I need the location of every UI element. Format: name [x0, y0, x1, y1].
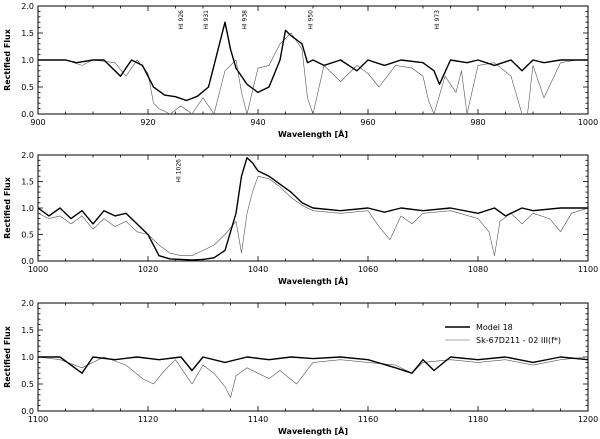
y-axis-label: Rectified Flux [3, 325, 12, 388]
series-line-model [38, 157, 588, 261]
y-tick-label: 1.0 [21, 204, 34, 213]
x-axis-label: Wavelength [Å] [278, 129, 348, 139]
y-tick-label: 2.0 [21, 151, 34, 160]
line-annotation: HI 926 [178, 10, 185, 30]
line-annotation: HI 973 [434, 10, 441, 30]
x-tick-label: 920 [140, 118, 155, 127]
line-annotation: HI 931 [203, 10, 210, 30]
x-tick-label: 1000 [578, 118, 598, 127]
x-tick-label: 1180 [468, 415, 488, 424]
x-tick-label: 1100 [578, 265, 598, 274]
y-tick-label: 1.5 [21, 178, 34, 187]
x-tick-label: 1140 [248, 415, 268, 424]
x-tick-label: 980 [470, 118, 485, 127]
panel-1: 900 920 940 960 980 1000 0.0 0.5 1.0 1.5 2.0 Wavele… [3, 2, 598, 139]
y-axis-label: Rectified Flux [3, 176, 12, 239]
x-tick-label: 1060 [358, 265, 378, 274]
y-tick-label: 1.5 [21, 326, 34, 335]
x-tick-label: 1200 [578, 415, 598, 424]
y-tick-label: 2.0 [21, 2, 34, 11]
legend-label-observed: Sk-67D211 - 02 III(f*) [476, 336, 561, 345]
line-annotation: HI 938 [241, 10, 248, 30]
panel-2: 1000 1020 1040 1060 1080 1100 0.0 0.5 1.0 1.5 2.0 W… [3, 151, 598, 286]
line-annotation: HI 950 [307, 10, 314, 30]
y-tick-label: 0.5 [21, 380, 34, 389]
x-tick-label: 1020 [138, 265, 158, 274]
x-axis-label: Wavelength [Å] [278, 276, 348, 286]
x-axis-label: Wavelength [Å] [278, 426, 348, 436]
y-tick-label: 0.5 [21, 83, 34, 92]
y-tick-label: 0.0 [21, 257, 34, 266]
x-tick-label: 1040 [248, 265, 268, 274]
series-line-observed [38, 32, 588, 114]
x-tick-label: 1100 [28, 415, 48, 424]
x-tick-label: 1160 [358, 415, 378, 424]
y-tick-label: 0.5 [21, 231, 34, 240]
series-line-model [38, 21, 588, 102]
x-tick-label: 940 [250, 118, 265, 127]
x-tick-label: 1120 [138, 415, 158, 424]
x-tick-label: 960 [360, 118, 375, 127]
y-tick-label: 0.0 [21, 407, 34, 416]
x-tick-label: 1000 [28, 265, 48, 274]
line-annotation: HI 1026 [175, 159, 182, 183]
panels-group: 900 920 940 960 980 10000.00.51.01.52.0Wavele… [3, 2, 598, 436]
y-tick-label: 2.0 [21, 299, 34, 308]
y-axis-label: Rectified Flux [3, 28, 12, 91]
panel-3: 1100 1120 1140 1160 1180 1200 0.0 0.5 1.0 1.5 2.0 W… [3, 299, 598, 436]
series-line-observed [38, 175, 588, 256]
legend: Model 18 Sk-67D211 - 02 III(f*) [445, 323, 561, 345]
y-tick-label: 1.0 [21, 56, 34, 65]
series-line-model [38, 356, 588, 374]
y-tick-label: 1.5 [21, 29, 34, 38]
x-tick-label: 900 [30, 118, 45, 127]
legend-label-model: Model 18 [476, 323, 513, 332]
y-tick-label: 1.0 [21, 353, 34, 362]
series-line-observed [38, 356, 588, 398]
x-tick-label: 1080 [468, 265, 488, 274]
y-tick-label: 0.0 [21, 110, 34, 119]
